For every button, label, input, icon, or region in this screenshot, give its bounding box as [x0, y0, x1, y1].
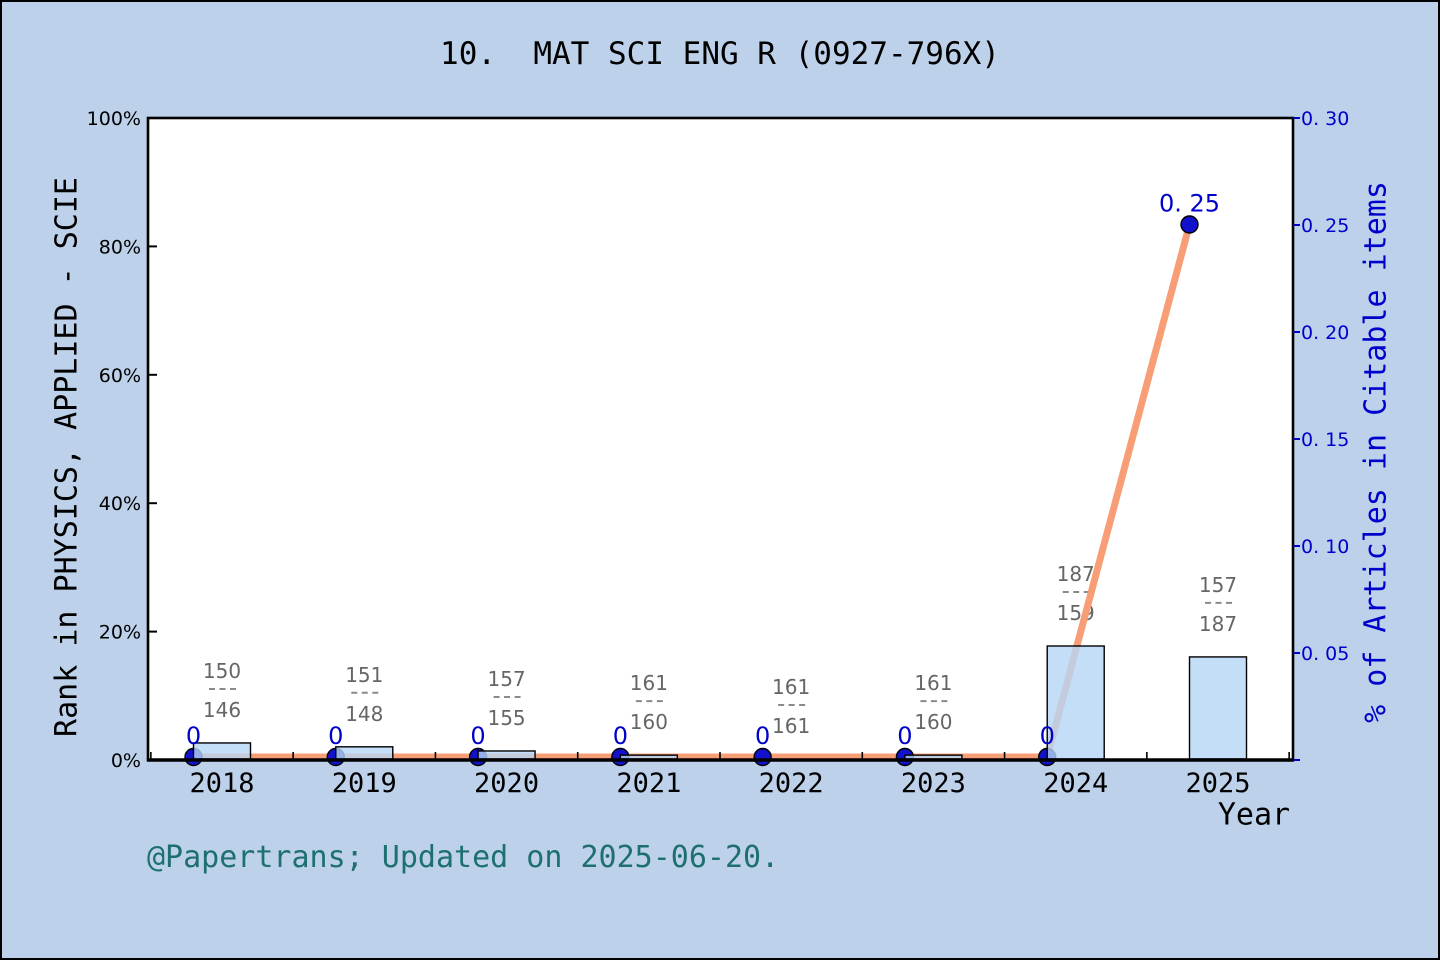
bar-fraction-numerator: 161: [772, 675, 810, 699]
bar-fraction-numerator: 157: [487, 667, 525, 691]
point-value-label: 0: [186, 722, 201, 750]
left-axis-tick-label: 60%: [99, 365, 141, 387]
left-axis-tick-label: 100%: [87, 108, 141, 130]
point-value-label: 0: [1040, 722, 1055, 750]
right-axis-tick-label: 0. 30: [1301, 108, 1349, 130]
data-point-dot: [753, 747, 772, 767]
rank-bar: [335, 746, 394, 760]
footer-credit: @Papertrans; Updated on 2025-06-20.: [147, 840, 780, 875]
bar-fraction-denominator: 160: [630, 710, 668, 734]
point-value-label: 0: [328, 722, 343, 750]
bar-fraction-denominator: 155: [487, 706, 525, 730]
right-axis-tick-label: 0. 05: [1301, 643, 1349, 665]
point-value-label: 0: [470, 722, 485, 750]
bar-fraction-denominator: 146: [203, 698, 241, 722]
bar-fraction-denominator: 148: [345, 702, 383, 726]
left-axis-tick-label: 80%: [99, 236, 141, 258]
x-axis-year-label: 2019: [332, 768, 397, 799]
rank-bar: [1046, 645, 1105, 760]
bar-fraction-denominator: 187: [1199, 612, 1237, 636]
x-axis-year-label: 2018: [189, 768, 254, 799]
bar-fraction-numerator: 161: [914, 671, 952, 695]
bar-fraction-numerator: 187: [1057, 562, 1095, 586]
right-axis-tick-label: 0. 25: [1301, 215, 1349, 237]
right-axis-tick-label: 0. 10: [1301, 536, 1349, 558]
left-axis-tick-label: 40%: [99, 493, 141, 515]
x-axis-year-label: 2021: [616, 768, 681, 799]
data-point-dot: [1180, 215, 1199, 234]
x-axis-year-label: 2025: [1185, 768, 1250, 799]
bar-fraction-numerator: 151: [345, 663, 383, 687]
point-value-label: 0: [755, 722, 770, 750]
chart-title: 10. MAT SCI ENG R (0927-796X): [440, 36, 1000, 72]
bar-fraction-numerator: 150: [203, 659, 241, 683]
rank-bar: [192, 742, 252, 760]
rank-bar: [1188, 656, 1248, 760]
bar-fraction-denominator: 161: [772, 714, 810, 738]
x-axis-year-label: 2024: [1043, 768, 1108, 799]
bar-fraction-denominator: 160: [914, 710, 952, 734]
x-axis-title: Year: [1217, 797, 1291, 833]
point-value-label: 0: [897, 722, 912, 750]
rank-bar: [477, 750, 536, 760]
x-axis-year-label: 2022: [759, 768, 824, 799]
left-axis-tick-label: 0%: [111, 750, 141, 772]
left-axis-tick-label: 20%: [99, 622, 141, 644]
right-axis-tick-label: 0. 15: [1301, 429, 1349, 451]
point-value-label: 0: [613, 722, 628, 750]
right-axis-tick-label: 0. 20: [1301, 322, 1349, 344]
x-axis-year-label: 2023: [901, 768, 966, 799]
plot-area: [148, 118, 1293, 760]
point-value-label: 0. 25: [1159, 190, 1220, 218]
x-axis-year-label: 2020: [474, 768, 539, 799]
bar-fraction-numerator: 157: [1199, 573, 1237, 597]
bar-fraction-numerator: 161: [630, 671, 668, 695]
